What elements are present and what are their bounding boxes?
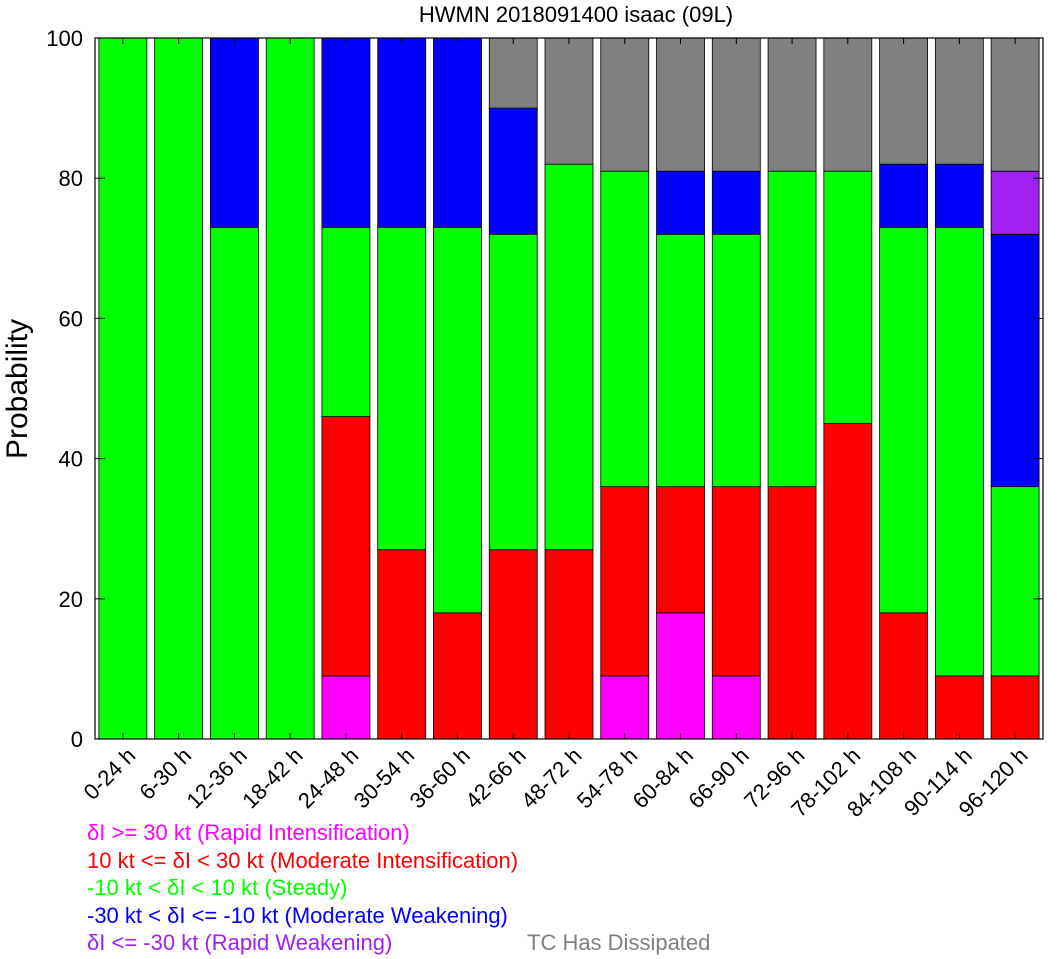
bar-segment — [823, 170, 873, 424]
bar-segment — [600, 170, 650, 488]
bar-segment — [656, 486, 705, 614]
bar-segment — [711, 675, 761, 740]
bar-segment — [656, 37, 705, 172]
bar-segment — [488, 549, 538, 740]
bar-segment — [321, 37, 371, 228]
x-tick-label: 54-78 h — [572, 743, 642, 813]
bar-segment — [377, 226, 427, 551]
bar-segment — [544, 37, 594, 165]
bar-segment — [488, 37, 538, 109]
legend-moderate-intensification: 10 kt <= δI < 30 kt (Moderate Intensific… — [87, 848, 519, 873]
bar-segment — [879, 226, 928, 614]
bar-segment — [98, 37, 148, 740]
x-tick-label: 66-90 h — [683, 743, 753, 813]
bar-segment — [488, 233, 538, 551]
y-tick-label: 100 — [46, 26, 83, 51]
bar-segment — [600, 675, 650, 740]
x-tick-label: 24-48 h — [293, 743, 363, 813]
bar-segment — [656, 170, 705, 235]
bar-segment — [879, 37, 928, 165]
bar-segment — [265, 37, 315, 740]
bar-segment — [377, 37, 427, 228]
bar-segment — [767, 486, 817, 740]
bar-segment — [934, 163, 984, 228]
bar-segment — [990, 170, 1040, 235]
x-tick-label: 18-42 h — [237, 743, 307, 813]
x-tick-label: 12-36 h — [182, 743, 252, 813]
bar-segment — [600, 486, 650, 677]
bar-segment — [210, 37, 259, 228]
y-tick-label: 20 — [59, 587, 83, 612]
bar-segment — [321, 675, 371, 740]
x-tick-label: 48-72 h — [516, 743, 586, 813]
bar-segment — [488, 107, 538, 235]
bar-segment — [990, 37, 1040, 172]
legend-rapid-weakening: δI <= -30 kt (Rapid Weakening) — [87, 930, 393, 955]
y-tick-label: 80 — [59, 166, 83, 191]
bar-segment — [711, 170, 761, 235]
bar-segment — [321, 416, 371, 677]
legend-moderate-weakening: -30 kt < δI <= -10 kt (Moderate Weakenin… — [87, 903, 508, 928]
bar-segment — [377, 549, 427, 740]
x-tick-label: 30-54 h — [349, 743, 419, 813]
bar-segment — [934, 37, 984, 165]
legend-dissipated: TC Has Dissipated — [527, 930, 711, 955]
plot-frame — [94, 37, 1044, 740]
bar-segment — [934, 675, 984, 740]
bar-segment — [879, 163, 928, 228]
bar-segment — [711, 37, 761, 172]
y-axis-label: Probability — [1, 319, 34, 459]
bar-segment — [823, 37, 873, 172]
bar-segment — [433, 612, 482, 740]
bar-segment — [656, 612, 705, 740]
bar-segment — [767, 37, 817, 172]
bar-segment — [879, 612, 928, 740]
bar-segment — [600, 37, 650, 172]
y-tick-label: 40 — [59, 447, 83, 472]
chart-title: HWMN 2018091400 isaac (09L) — [419, 2, 733, 27]
bar-segment — [154, 37, 204, 740]
bar-segment — [210, 226, 259, 740]
legend-rapid-intensification: δI >= 30 kt (Rapid Intensification) — [87, 820, 410, 845]
bar-segment — [433, 226, 482, 614]
x-tick-label: 60-84 h — [628, 743, 698, 813]
bar-segment — [544, 163, 594, 551]
bar-segment — [990, 675, 1040, 740]
bar-segment — [767, 170, 817, 488]
bar-segment — [711, 233, 761, 488]
legend-steady: -10 kt < δI < 10 kt (Steady) — [87, 875, 348, 900]
x-tick-label: 36-60 h — [405, 743, 475, 813]
bar-segment — [823, 423, 873, 740]
bars-group — [98, 37, 1040, 740]
bar-segment — [990, 233, 1040, 488]
bar-segment — [656, 233, 705, 488]
x-tick-label: 42-66 h — [460, 743, 530, 813]
y-tick-label: 60 — [59, 306, 83, 331]
bar-segment — [990, 486, 1040, 677]
bar-segment — [544, 549, 594, 740]
bar-segment — [433, 37, 482, 228]
bar-segment — [934, 226, 984, 677]
bar-segment — [711, 486, 761, 677]
x-tick-label: 0-24 h — [79, 743, 141, 805]
y-tick-label: 0 — [71, 727, 83, 752]
bar-segment — [321, 226, 371, 417]
